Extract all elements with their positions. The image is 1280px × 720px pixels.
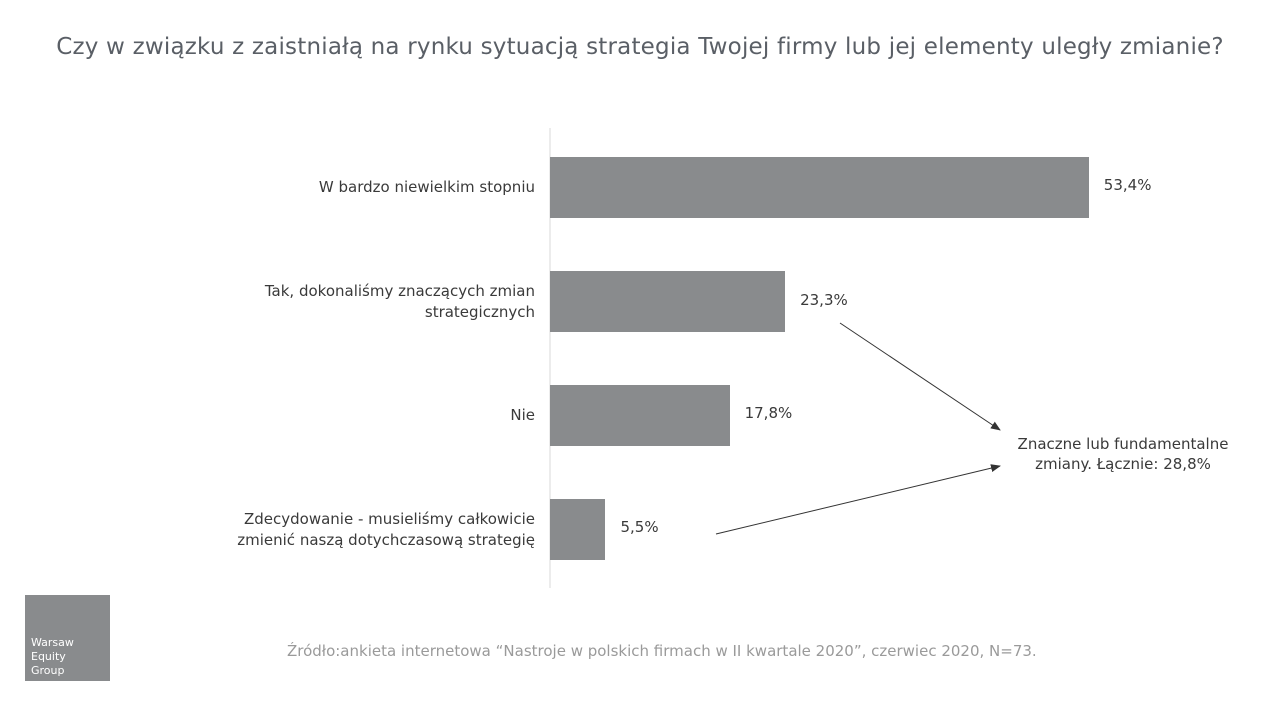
- category-label: Tak, dokonaliśmy znaczących zmian strate…: [264, 281, 535, 321]
- bar: [550, 499, 606, 560]
- category-label: Zdecydowanie - musieliśmy całkowicie zmi…: [237, 509, 535, 549]
- category-label: Nie: [510, 406, 535, 424]
- value-label: 17,8%: [744, 404, 793, 422]
- value-label: 5,5%: [620, 518, 659, 536]
- logo: Warsaw Equity Group: [25, 595, 110, 681]
- chart-title: Czy w związku z zaistniałą na rynku sytu…: [56, 34, 1224, 60]
- annotation: Znaczne lub fundamentalne zmiany. Łączni…: [1017, 435, 1229, 473]
- value-label: 23,3%: [800, 291, 848, 309]
- source-note: Źródło:ankieta internetowa “Nastroje w p…: [287, 642, 1037, 660]
- category-label: W bardzo niewielkim stopniu: [318, 178, 535, 196]
- bar: [550, 385, 730, 446]
- logo-text: Group: [31, 664, 65, 677]
- value-label: 53,4%: [1103, 176, 1152, 194]
- bar: [550, 157, 1089, 218]
- bar: [550, 271, 786, 332]
- annotation-arrow: [715, 464, 1001, 535]
- annotation-arrow: [839, 322, 1001, 431]
- logo-text: Warsaw: [31, 636, 74, 649]
- logo-text: Equity: [31, 650, 66, 663]
